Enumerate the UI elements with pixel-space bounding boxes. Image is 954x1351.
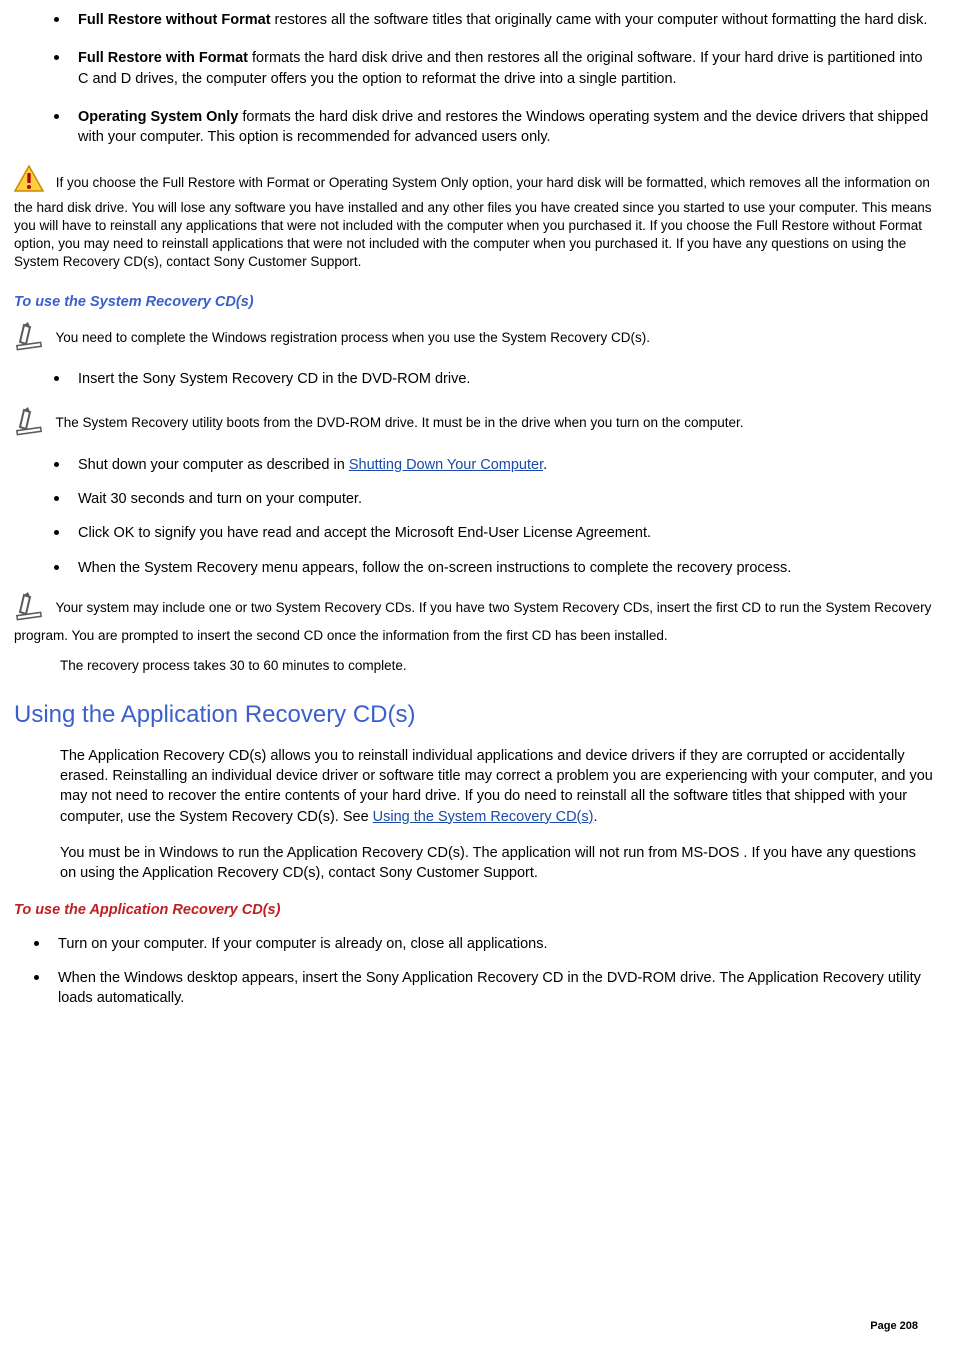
subheader-use-system-recovery: To use the System Recovery CD(s) [14,292,936,312]
list-item: Insert the Sony System Recovery CD in th… [54,369,936,389]
list-item: Full Restore with Format formats the har… [54,48,936,89]
option-desc: restores all the software titles that or… [271,12,928,28]
note-block: Your system may include one or two Syste… [14,592,936,645]
step-text: Click OK to signify you have read and ac… [78,525,651,541]
option-term: Full Restore with Format [78,50,248,66]
link-using-system-recovery[interactable]: Using the System Recovery CD(s) [373,809,594,825]
note-block: You need to complete the Windows registr… [14,322,936,357]
list-item: Full Restore without Format restores all… [54,10,936,30]
step-text: Shut down your computer as described in [78,457,349,473]
note-text: Your system may include one or two Syste… [14,600,931,643]
section-heading-app-recovery: Using the Application Recovery CD(s) [14,698,936,732]
pencil-note-icon [14,322,48,357]
option-term: Operating System Only [78,109,238,125]
step-text: Turn on your computer. If your computer … [58,936,547,952]
restore-options-list: Full Restore without Format restores all… [54,10,936,147]
list-item: Click OK to signify you have read and ac… [54,523,936,543]
app-step-list: Turn on your computer. If your computer … [54,934,936,1009]
link-shutting-down[interactable]: Shutting Down Your Computer [349,457,543,473]
pencil-note-icon [14,592,48,627]
recovery-time-text: The recovery process takes 30 to 60 minu… [60,657,936,676]
list-item: Operating System Only formats the hard d… [54,107,936,148]
app-recovery-para2: You must be in Windows to run the Applic… [60,843,936,884]
list-item: When the System Recovery menu appears, f… [54,558,936,578]
step-text: When the Windows desktop appears, insert… [58,970,921,1006]
note-text: You need to complete the Windows registr… [52,330,650,345]
note-block: The System Recovery utility boots from t… [14,407,936,442]
step-list: Shut down your computer as described in … [54,455,936,578]
step-text: When the System Recovery menu appears, f… [78,560,791,576]
list-item: Shut down your computer as described in … [54,455,936,475]
step-list: Insert the Sony System Recovery CD in th… [54,369,936,389]
warning-text: If you choose the Full Restore with Form… [14,175,932,269]
para-text-post: . [593,809,597,825]
warning-block: If you choose the Full Restore with Form… [14,165,936,271]
step-text-post: . [543,457,547,473]
warning-icon [14,165,44,198]
list-item: Turn on your computer. If your computer … [34,934,936,954]
step-text: Wait 30 seconds and turn on your compute… [78,491,362,507]
step-text: Insert the Sony System Recovery CD in th… [78,371,470,387]
page-number: Page 208 [870,1319,918,1334]
list-item: When the Windows desktop appears, insert… [34,968,936,1009]
option-term: Full Restore without Format [78,12,271,28]
note-text: The System Recovery utility boots from t… [52,415,744,430]
pencil-note-icon [14,407,48,442]
list-item: Wait 30 seconds and turn on your compute… [54,489,936,509]
subheader-use-app-recovery: To use the Application Recovery CD(s) [14,900,936,920]
app-recovery-para1: The Application Recovery CD(s) allows yo… [60,746,936,827]
